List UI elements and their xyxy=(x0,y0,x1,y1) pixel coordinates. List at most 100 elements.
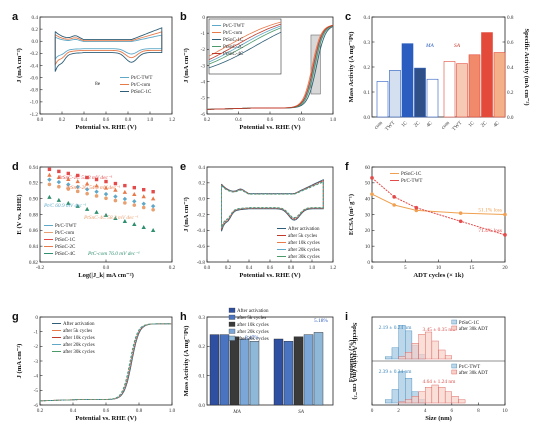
panel-d-point-Pt/C-com xyxy=(75,189,80,194)
panel-c-xtick-label: 1C xyxy=(467,120,476,129)
panel-d-point-PtSnC-4C xyxy=(132,221,137,226)
panel-d-point-Pt/C-TWT xyxy=(103,191,109,197)
panel-e-ytick-label: -0.8 xyxy=(197,260,206,266)
panel-d-point-Pt/C-TWT xyxy=(150,203,156,209)
panel-c-bar-MA-TWT xyxy=(389,70,401,118)
panel-b-legend-label: Pt/C-TWT xyxy=(223,24,244,29)
panel-d-point-Pt/C-TWT xyxy=(47,177,52,182)
panel-e-xtick-label: 0.2 xyxy=(225,265,232,271)
panel-d-point-PtSnC-2C xyxy=(47,172,52,177)
panel-i-hist-bar-red xyxy=(405,399,413,404)
panel-f-legend-label: Pt/C-TWT xyxy=(401,179,422,184)
panel-b-ylabel: J (mA cm⁻²) xyxy=(183,48,190,83)
panel-e-xtick-label: 0.6 xyxy=(267,265,274,271)
panel-i-hist-bar-red xyxy=(431,340,439,360)
panel-a-ytick-label: -1.0 xyxy=(30,100,39,106)
panel-a-ytick-label: -1.2 xyxy=(30,112,39,118)
panel-i-legend-swatch xyxy=(451,325,457,331)
panel-c-ytick-label: 0.1 xyxy=(364,90,371,96)
panel-d-legend-label: PtSnC-4C xyxy=(55,252,76,257)
panel-d-ytick-label: 0.90 xyxy=(29,196,38,202)
panel-d-point-Pt/C-TWT xyxy=(113,194,118,199)
panel-i-size-label-red: 3.45 ± 0.35 nm xyxy=(423,327,457,333)
panel-e-xtick-label: 0.4 xyxy=(246,265,253,271)
panel-c-bar-SA-com xyxy=(443,61,456,118)
panel-d-xtick-label: 0.2 xyxy=(169,265,176,271)
panel-c-right-ytick-label: 0.4 xyxy=(507,65,514,71)
panel-d-point-PtSnC-1C xyxy=(113,181,118,186)
panel-a-xtick-label: 0.2 xyxy=(59,117,66,123)
panel-a-ytick-label: 0.0 xyxy=(32,39,39,45)
panel-i-legend-label: Pt/C-TWT xyxy=(459,365,480,370)
panel-d-point-PtSnC-2C xyxy=(94,183,99,188)
panel-c-xtick-label: TWT xyxy=(451,120,464,133)
panel-e-xtick-label: 0.8 xyxy=(288,265,295,271)
panel-g-xtick-label: 1.0 xyxy=(169,408,176,414)
panel-f-end-label: 51.1% loss xyxy=(478,208,502,214)
panel-d-point-PtSnC-4C xyxy=(47,194,52,199)
panel-a-ytick-label: -0.8 xyxy=(30,88,39,94)
panel-d-point-PtSnC-4C xyxy=(141,224,146,229)
panel-i-hist-bar-red xyxy=(438,349,446,360)
panel-b-xlabel: Potential vs. RHE (V) xyxy=(239,124,300,131)
panel-g-xtick-label: 0.6 xyxy=(103,408,110,414)
panel-d-point-PtSnC-1C xyxy=(151,190,155,194)
panel-e-ytick-label: -0.6 xyxy=(197,244,206,250)
panel-d-point-PtSnC-2C xyxy=(113,187,118,192)
panel-d-point-PtSnC-4C xyxy=(150,227,156,232)
panel-d-point-PtSnC-4C xyxy=(103,212,109,217)
panel-d-xtick-label: 0.0 xyxy=(103,265,110,271)
panel-a-xlabel: Potential vs. RHE (V) xyxy=(75,124,136,131)
panel-c-bar-MA-1C xyxy=(401,43,414,118)
panel-c-bar-SA-TWT xyxy=(456,63,468,118)
panel-f-ylabel: ECSA (m² g⁻¹) xyxy=(348,194,355,235)
panel-d-ytick-label: 0.92 xyxy=(29,181,38,187)
panel-i-hist-bar-red xyxy=(458,399,466,404)
panel-f-xtick-label: 10 xyxy=(436,265,442,271)
panel-f-ytick-label: 40 xyxy=(365,196,371,202)
panel-c-ylabel: Mass Activity (A mg⁻¹Pt) xyxy=(348,32,355,103)
panel-i-hist-bar-red xyxy=(411,396,419,404)
panel-b-xtick-label: 0.6 xyxy=(267,117,274,123)
panel-f-xtick-label: 5 xyxy=(404,265,407,271)
panel-d-point-PtSnC-1C xyxy=(123,183,127,188)
panel-h-bar-after 30k cycles-MA xyxy=(249,341,260,406)
panel-e-series-after 30k cycles xyxy=(221,181,324,228)
panel-d-point-PtSnC-4C xyxy=(122,218,128,223)
panel-d-point-PtSnC-2C xyxy=(132,192,137,197)
panel-i-xtick-label: 6 xyxy=(451,408,454,414)
panel-d-point-Pt/C-TWT xyxy=(132,199,137,204)
panel-d-point-PtSnC-1C xyxy=(47,167,52,172)
panel-g-ytick-label: -5 xyxy=(34,388,39,394)
panel-e-legend-label: After activation xyxy=(288,227,320,232)
panel-b-inset-series-PtSnC-2C xyxy=(208,27,282,65)
panel-c-xtick-label: 1C xyxy=(400,120,409,129)
panel-h-legend-label: after 30k cycles xyxy=(237,337,269,342)
panel-d-point-PtSnC-2C xyxy=(150,196,156,201)
panel-i-xtick-label: 4 xyxy=(424,408,427,414)
panel-d-slope-label: Pt/C 60.9 mV dec⁻¹ xyxy=(43,203,87,209)
panel-h-bar-after 5k cycles-SA xyxy=(283,341,294,406)
panel-c-right-ytick-label: 0.2 xyxy=(507,90,514,96)
panel-b-ytick-label: -3 xyxy=(201,63,206,69)
panel-d-legend-label: Pt/C-TWT xyxy=(55,224,76,229)
panel-h-legend-label: after 20k cycles xyxy=(237,330,269,335)
panel-i-size-label-red: 4.64 ± 1.24 nm xyxy=(423,379,457,385)
panel-d-point-PtSnC-2C xyxy=(75,179,80,184)
panel-d-slope-label: PtC-com 76.0 mV dec⁻¹ xyxy=(87,251,140,257)
panel-f-end-label: 71.4% loss xyxy=(478,228,502,234)
panel-e-series-after 5k cycles xyxy=(221,179,324,230)
panel-g-ytick-label: -2 xyxy=(34,344,39,350)
panel-d-point-Pt/C-com xyxy=(104,196,108,201)
panel-b-inset-series-PtSnC-1C xyxy=(208,31,282,69)
panel-letter-h: h xyxy=(180,311,187,323)
panel-f-xtick-label: 20 xyxy=(502,265,508,271)
panel-d-ytick-label: 0.88 xyxy=(29,212,38,218)
panel-i-hist-bar-red xyxy=(418,391,426,404)
panel-d-point-Pt/C-com xyxy=(94,194,99,198)
panel-c-right-ytick-label: 0.6 xyxy=(507,40,514,46)
panel-h-bar-after 20k cycles-MA xyxy=(239,338,250,406)
panel-h-bar-After activation-MA xyxy=(209,334,220,406)
panel-i-hist-bar-blue xyxy=(391,347,399,360)
